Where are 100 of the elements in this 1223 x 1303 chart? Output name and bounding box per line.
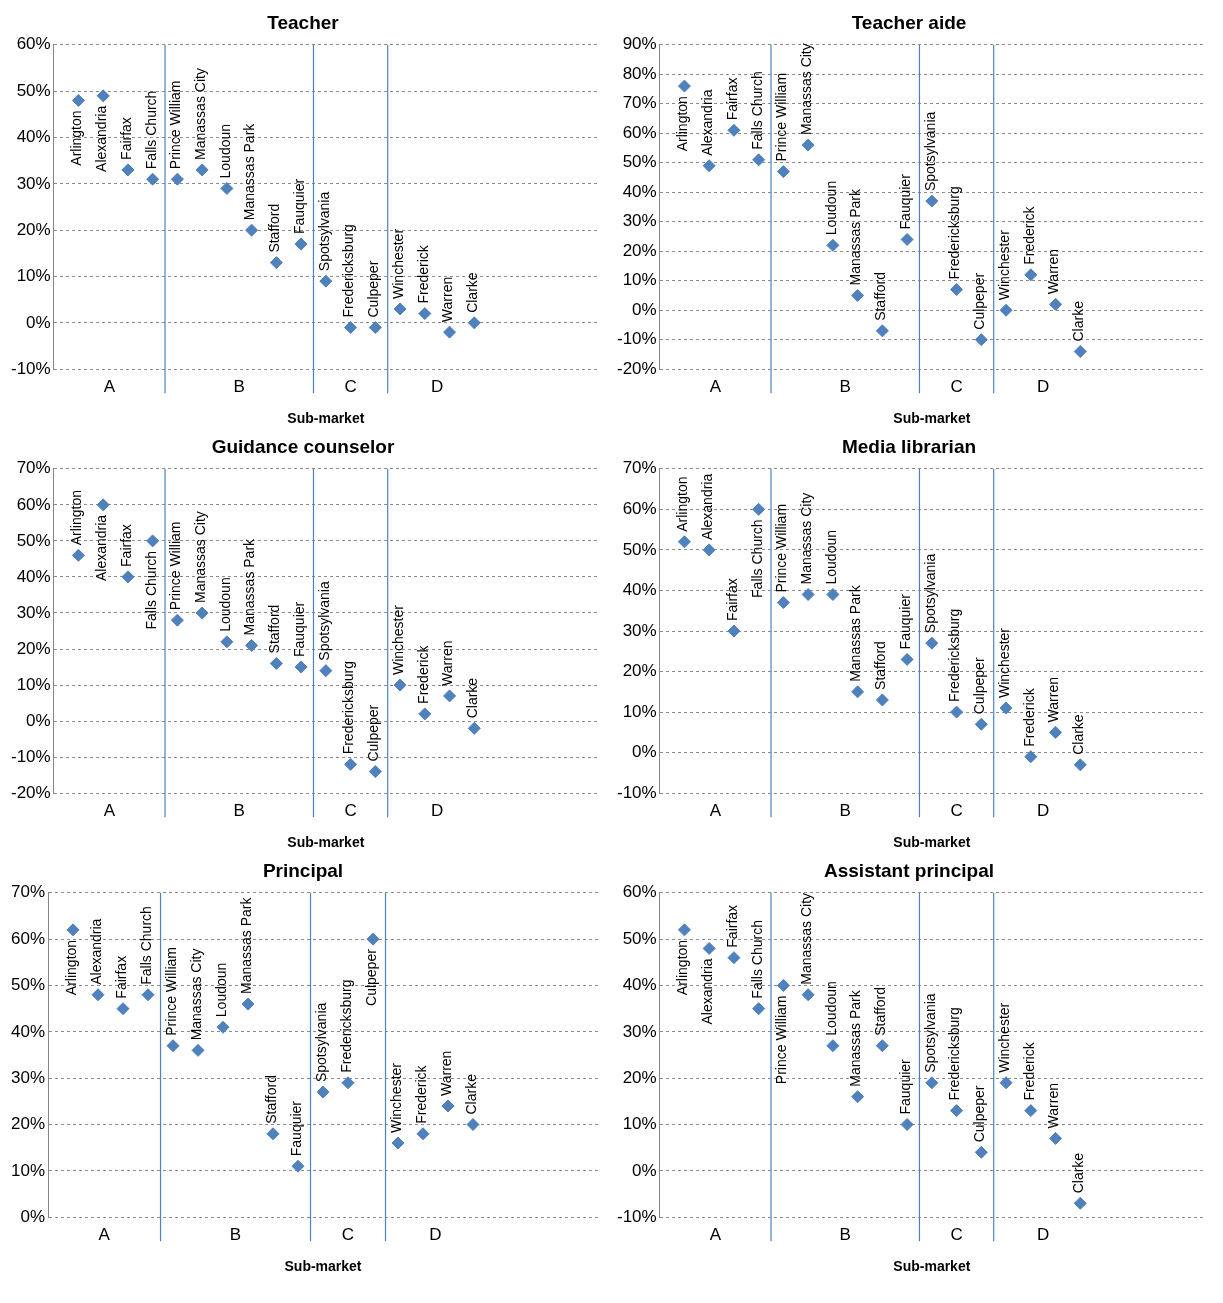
category-label: Culpeper <box>971 657 988 715</box>
category-label: Alexandria <box>93 105 110 172</box>
y-tick-label: 50% <box>10 975 46 995</box>
category-label: Stafford <box>872 641 889 690</box>
category-label: Spotsylvania <box>315 581 332 661</box>
category-label: Winchester <box>389 605 406 676</box>
y-tick-label: 60% <box>622 499 657 519</box>
category-label: Fredericksburg <box>946 186 963 280</box>
point <box>66 923 80 937</box>
point <box>801 588 815 602</box>
category-label: Spotsylvania <box>315 191 332 272</box>
point <box>368 320 382 334</box>
point <box>1073 1196 1087 1210</box>
y-tick-label: 30% <box>16 602 51 622</box>
category-label: Manassas Park <box>847 585 864 682</box>
category-label: Frederick <box>1020 688 1037 747</box>
category-label: Warren <box>439 640 456 686</box>
point <box>393 678 407 692</box>
y-tick-label: 80% <box>622 63 657 83</box>
point <box>851 685 865 699</box>
point <box>702 159 716 173</box>
category-label: Loudoun <box>216 577 233 632</box>
category-label: Fauquier <box>896 594 913 650</box>
category-label: Clarke <box>462 1074 479 1115</box>
point <box>418 307 432 321</box>
category-label: Fairfax <box>723 77 740 121</box>
category-label: Culpeper <box>971 1085 988 1143</box>
point <box>974 1145 988 1159</box>
y-tick-label: 40% <box>622 580 657 600</box>
y-tick-label: -10% <box>617 1206 657 1226</box>
category-label: Clarke <box>1070 1152 1087 1194</box>
y-tick-label: -20% <box>617 358 657 378</box>
category-label: Prince William <box>167 80 184 170</box>
y-tick-label: 10% <box>622 270 657 290</box>
point <box>121 570 135 584</box>
point <box>1073 758 1087 772</box>
point <box>999 1076 1013 1090</box>
point <box>443 689 457 703</box>
point <box>416 1127 430 1141</box>
point <box>925 1076 939 1090</box>
point <box>319 664 333 678</box>
point <box>146 534 160 548</box>
category-label: Fairfax <box>117 524 134 567</box>
category-label: Fredericksburg <box>340 660 357 755</box>
text: B <box>839 800 851 820</box>
category-label: Clarke <box>1070 714 1087 755</box>
y-tick-label: 70% <box>622 93 657 113</box>
point <box>925 636 939 650</box>
category-label: Frederick <box>414 245 431 304</box>
point <box>418 707 432 721</box>
y-tick-label: 60% <box>622 122 657 142</box>
category-label: Frederick <box>1020 206 1037 265</box>
point <box>776 596 790 610</box>
category-label: Warren <box>1045 248 1062 295</box>
chart-title: Guidance counselor <box>211 435 395 457</box>
y-tick-label: 60% <box>16 494 51 514</box>
point <box>71 548 85 562</box>
y-tick-label: 0% <box>26 710 51 730</box>
point <box>116 1002 130 1016</box>
y-tick-label: 0% <box>26 312 51 332</box>
point <box>91 988 105 1002</box>
text: B <box>233 376 245 396</box>
category-label: Culpeper <box>362 949 379 1006</box>
point <box>1049 1131 1063 1145</box>
point <box>727 951 741 965</box>
point <box>677 535 691 549</box>
point <box>900 232 914 246</box>
y-tick-label: 0% <box>20 1206 46 1226</box>
category-label: Culpeper <box>365 704 382 762</box>
y-tick-label: -10% <box>617 782 657 802</box>
category-label: Manassas City <box>191 511 208 603</box>
y-tick-label: 20% <box>622 240 657 260</box>
category-label: Fauquier <box>896 1059 913 1115</box>
category-label: Clarke <box>464 272 481 313</box>
point <box>702 941 716 955</box>
point <box>900 652 914 666</box>
point <box>294 237 308 251</box>
point <box>291 1159 305 1173</box>
category-label: Warren <box>1045 1083 1062 1129</box>
category-label: Alexandria <box>699 473 716 540</box>
y-tick-label: 90% <box>622 34 657 54</box>
y-tick-label: 20% <box>622 1067 657 1087</box>
y-tick-label: 50% <box>16 530 51 550</box>
y-tick-label: 10% <box>10 1160 46 1180</box>
category-label: Prince William <box>773 72 790 162</box>
point <box>776 978 790 992</box>
y-tick-label: 30% <box>622 1021 657 1041</box>
point <box>974 333 988 347</box>
point <box>319 274 333 288</box>
point <box>826 588 840 602</box>
point <box>195 606 209 620</box>
y-tick-label: 40% <box>10 1021 46 1041</box>
point <box>826 238 840 252</box>
category-label: Alexandria <box>87 918 104 985</box>
point <box>752 153 766 167</box>
point <box>170 172 184 186</box>
x-axis-title: Sub-market <box>287 834 365 851</box>
y-tick-label: 10% <box>622 1114 657 1134</box>
category-label: Loudoun <box>216 123 233 179</box>
category-label: Prince William <box>162 947 179 1036</box>
